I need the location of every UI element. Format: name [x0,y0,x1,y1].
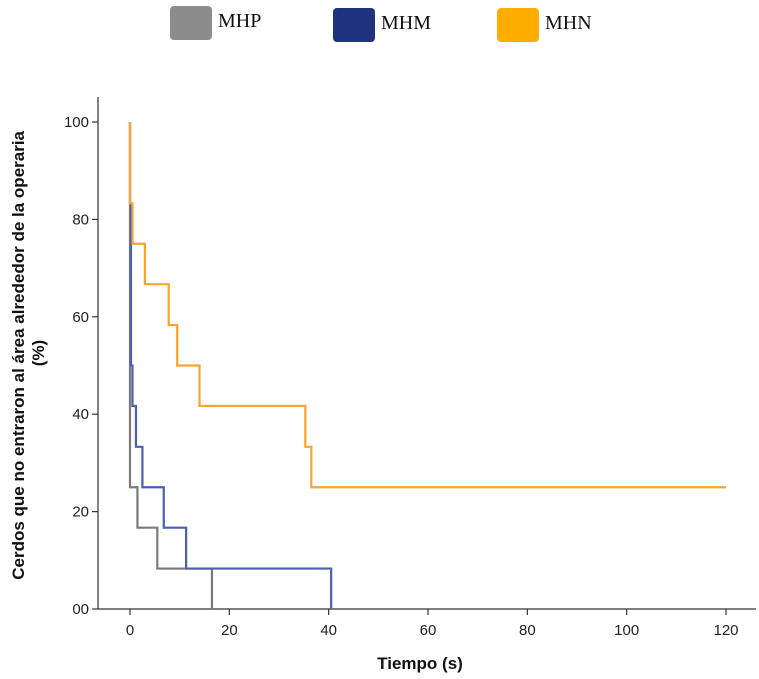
y-tick-label: 100 [64,114,89,131]
x-tick-label: 40 [320,622,337,639]
legend-label-mhm: MHM [381,12,431,34]
y-axis-title: Cerdos que no entraron al área alrededor… [9,126,48,580]
x-tick-label: 120 [713,622,738,639]
legend-swatch-mhn [497,8,539,42]
x-tick-label: 60 [420,622,437,639]
y-tick-label: 80 [72,211,89,228]
y-ticks: 00 20 40 60 80 100 [64,114,98,618]
series-line-mhn [128,122,726,489]
legend: MHP MHM MHN [170,6,592,42]
x-tick-label: 80 [519,622,536,639]
y-tick-label: 60 [72,309,89,326]
x-tick-label: 0 [126,622,134,639]
x-axis-title: Tiempo (s) [377,654,463,673]
legend-swatch-mhp [170,6,212,40]
y-tick-label: 20 [72,504,89,521]
legend-swatch-mhm [333,8,375,42]
legend-label-mhp: MHP [218,10,261,32]
y-tick-label: 40 [72,406,89,423]
series-line-mhm [128,122,333,609]
y-tick-label: 00 [72,601,89,618]
series-lines [128,122,726,609]
x-ticks: 0 20 40 60 80 100 120 [126,609,739,639]
y-axis-title-unit: (%) [29,340,48,366]
legend-label-mhn: MHN [545,12,592,34]
x-tick-label: 100 [614,622,639,639]
axes [97,97,756,610]
y-axis-title-text: Cerdos que no entraron al área alrededor… [9,130,28,579]
x-tick-label: 20 [221,622,238,639]
